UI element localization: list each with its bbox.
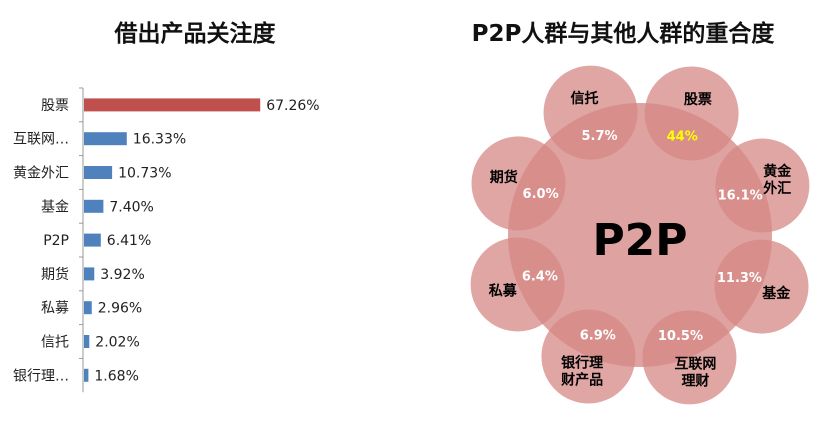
bar — [84, 335, 90, 348]
value-label: 1.68% — [94, 368, 138, 384]
satellite-name: 股票 — [684, 92, 712, 108]
category-label: 信托 — [41, 335, 69, 351]
satellite-name: 财产品 — [560, 372, 603, 389]
bar — [84, 132, 127, 146]
value-label: 2.96% — [98, 301, 142, 317]
overlap-value: 6.0% — [523, 187, 559, 202]
satellite-circle — [715, 138, 810, 233]
bar — [84, 368, 89, 382]
value-label: 6.41% — [107, 233, 151, 249]
satellite-name: 理财 — [681, 373, 709, 390]
satellite-circle — [543, 65, 638, 160]
venn-chart-svg: P2P 5.7% 信托 44% 股票 16.1%黄金外汇 11.3%基金 10.5% 互联网理财… — [470, 65, 810, 405]
bar-chart-svg: 股票 67.26% 互联网… 16.33% 黄金外汇 10.73% 基金 7.40% P2P 6.… — [13, 87, 320, 393]
value-label: 67.26% — [266, 98, 319, 114]
satellite-circle — [642, 310, 737, 405]
bar-chart-panel: 借出产品关注度 股票 67.26% 互联网… 16.33% 黄金外汇 10.73% 基金 7.… — [0, 0, 400, 426]
category-label: 互联网… — [13, 132, 69, 148]
satellite-circle — [714, 239, 809, 334]
overlap-value: 11.3% — [717, 271, 762, 286]
satellite-name: 私募 — [489, 282, 518, 299]
bar — [84, 98, 261, 112]
category-label: P2P — [43, 233, 69, 249]
value-label: 16.33% — [133, 132, 186, 148]
overlap-value: 6.4% — [522, 269, 558, 284]
satellite-circle — [471, 136, 566, 231]
center-label: P2P — [592, 215, 687, 266]
satellite-name: 互联网 — [674, 357, 716, 373]
bar — [84, 199, 104, 213]
satellite-name: 信托 — [571, 90, 599, 107]
category-label: 银行理… — [13, 368, 69, 384]
satellite-name: 黄金 — [763, 163, 792, 180]
bar — [84, 267, 95, 281]
center-circle — [508, 103, 772, 367]
category-label: 黄金外汇 — [13, 165, 69, 182]
satellite-name: 基金 — [762, 285, 791, 302]
satellite-name: 外汇 — [763, 180, 791, 197]
value-label: 7.40% — [109, 199, 153, 215]
overlap-value: 16.1% — [718, 189, 763, 204]
bar — [84, 301, 92, 315]
bar-chart-title: 借出产品关注度 — [114, 21, 276, 47]
venn-chart-panel: P2P人群与其他人群的重合度 P2P 5.7% 信托 44% 股票 16.1% 黄金 外汇 11… — [430, 0, 816, 426]
overlap-value: 10.5% — [658, 329, 703, 344]
satellite-name: 期货 — [490, 169, 518, 186]
satellite-circle — [470, 237, 565, 332]
value-label: 2.02% — [95, 335, 139, 351]
category-label: 基金 — [41, 198, 69, 215]
satellite-circle — [541, 309, 636, 404]
category-label: 期货 — [41, 266, 69, 283]
satellite-circle — [644, 66, 739, 161]
overlap-value: 6.9% — [580, 328, 616, 343]
satellite-name: 银行理 — [561, 355, 603, 372]
value-label: 10.73% — [118, 166, 171, 182]
value-label: 3.92% — [100, 267, 144, 283]
bar — [84, 233, 101, 247]
overlap-value: 5.7% — [582, 129, 618, 144]
bar — [84, 166, 113, 179]
overlap-value: 44% — [667, 130, 698, 145]
venn-chart-title: P2P人群与其他人群的重合度 — [471, 21, 775, 47]
category-label: 私募 — [41, 301, 69, 317]
category-label: 股票 — [41, 98, 69, 114]
